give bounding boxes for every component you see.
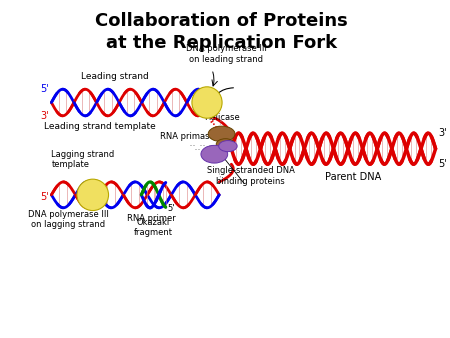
Ellipse shape [208, 126, 235, 142]
Ellipse shape [77, 179, 108, 211]
Text: Okazaki
fragment: Okazaki fragment [134, 218, 173, 238]
Ellipse shape [216, 139, 235, 150]
Text: RNA primase: RNA primase [160, 132, 215, 141]
Text: ··: ·· [194, 144, 201, 157]
Text: Parent DNA: Parent DNA [325, 172, 381, 182]
Text: 3': 3' [438, 128, 446, 138]
Text: Collaboration of Proteins: Collaboration of Proteins [95, 12, 348, 30]
Text: ··: ·· [213, 144, 221, 157]
Text: ··: ·· [208, 141, 216, 153]
Text: 5': 5' [438, 159, 447, 169]
Text: 3': 3' [40, 111, 49, 121]
Text: RNA primer: RNA primer [127, 214, 176, 223]
Text: 5': 5' [40, 192, 49, 202]
Ellipse shape [192, 87, 222, 118]
Text: ··: ·· [198, 141, 206, 153]
Text: Lagging strand
template: Lagging strand template [51, 150, 115, 169]
Text: Leading strand: Leading strand [81, 72, 148, 80]
Text: DNA polymerase III
on leading strand: DNA polymerase III on leading strand [186, 44, 267, 64]
Text: Single-stranded DNA
binding proteins: Single-stranded DNA binding proteins [207, 166, 295, 186]
Text: 5': 5' [40, 84, 49, 94]
Text: ··: ·· [203, 144, 211, 157]
Text: ··: ·· [189, 141, 196, 153]
Ellipse shape [201, 145, 228, 163]
Text: Helicase: Helicase [204, 113, 239, 122]
Text: at the Replication Fork: at the Replication Fork [106, 34, 337, 52]
Text: Leading strand template: Leading strand template [44, 122, 156, 131]
Text: DNA polymerase III
on lagging strand: DNA polymerase III on lagging strand [28, 210, 109, 230]
Ellipse shape [219, 141, 237, 152]
Text: 5': 5' [167, 204, 175, 214]
